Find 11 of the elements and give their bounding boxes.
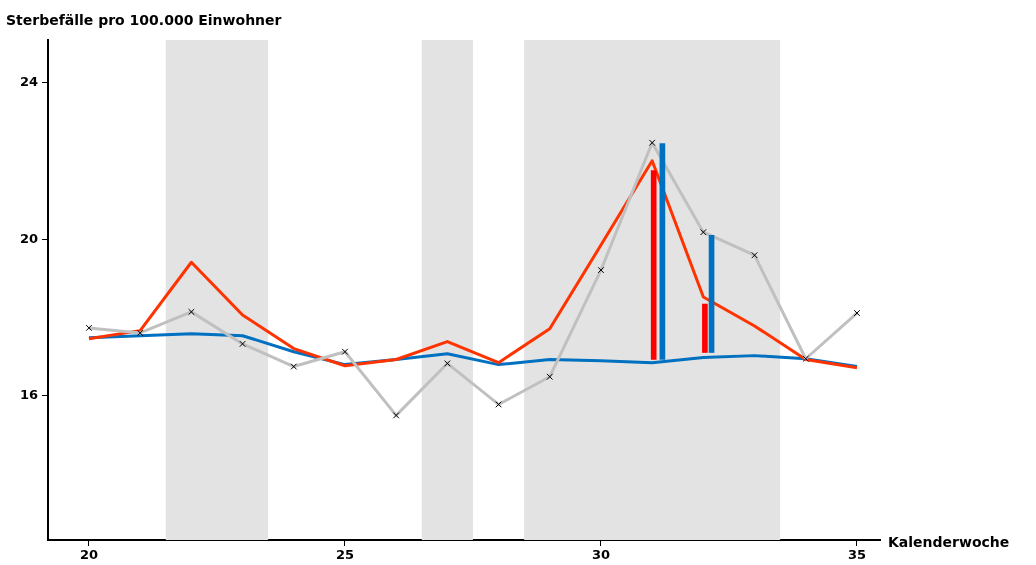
y-tick-label: 24 [19, 74, 38, 90]
x-axis-title: Kalenderwoche [888, 534, 1010, 550]
bar [702, 303, 708, 353]
x-tick-label: 25 [335, 547, 355, 563]
y-tick-label: 16 [19, 386, 38, 402]
x-tick-label: 30 [591, 547, 611, 563]
x-tick-label: 35 [847, 547, 867, 563]
y-axis-title: Sterbefälle pro 100.000 Einwohner [6, 12, 282, 28]
x-tick-label: 20 [79, 547, 99, 563]
y-tick-label: 20 [19, 230, 38, 246]
bar [650, 170, 657, 360]
